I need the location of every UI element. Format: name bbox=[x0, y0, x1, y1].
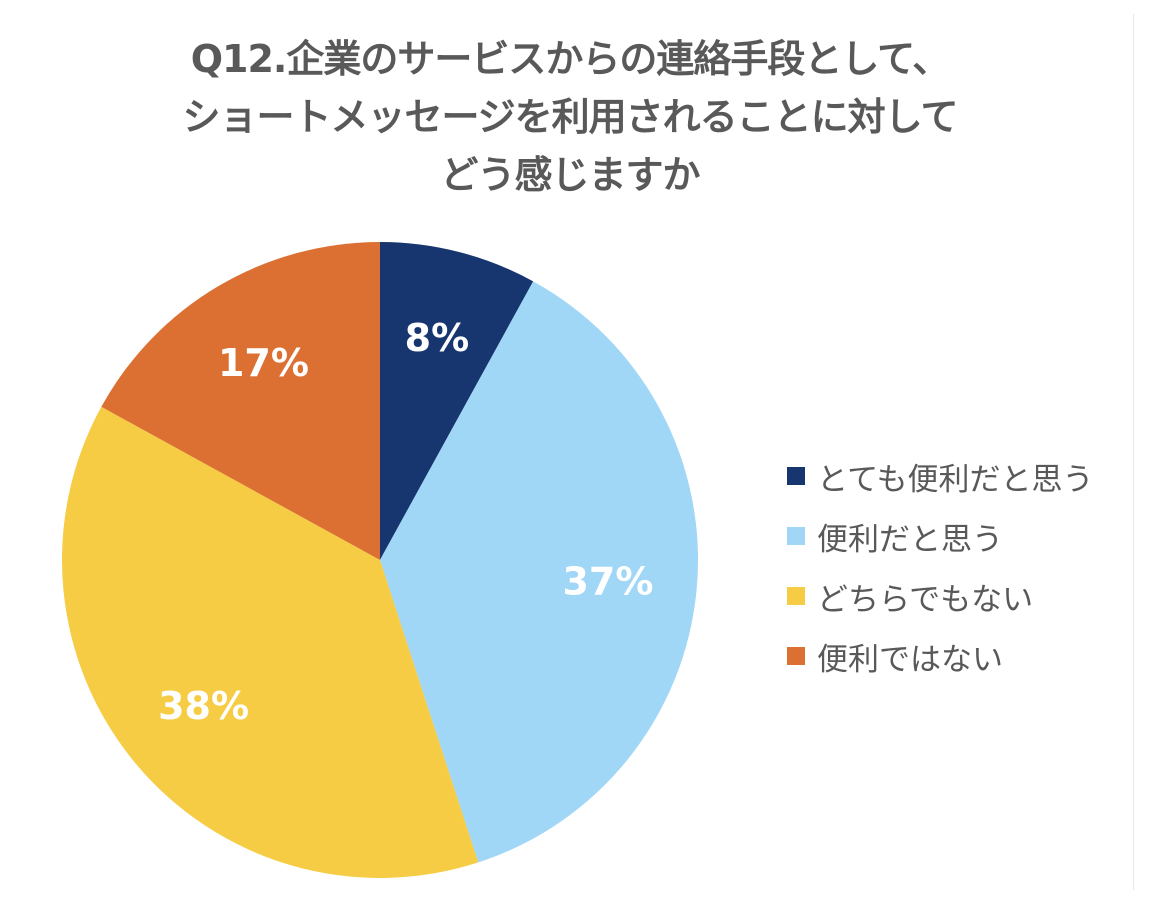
legend-swatch-very-convenient bbox=[787, 467, 805, 485]
legend: とても便利だと思う 便利だと思う どちらでもない 便利ではない bbox=[787, 446, 1094, 686]
chart-title-line-3: どう感じますか bbox=[440, 153, 700, 197]
chart-title: Q12.企業のサービスからの連絡手段として、 ショートメッセージを利用されること… bbox=[40, 30, 1100, 204]
legend-swatch-not-convenient bbox=[787, 647, 805, 665]
legend-label-very-convenient: とても便利だと思う bbox=[817, 461, 1094, 498]
chart-title-line-1: Q12.企業のサービスからの連絡手段として、 bbox=[190, 37, 951, 81]
legend-label-convenient: 便利だと思う bbox=[817, 521, 1003, 558]
legend-label-not-convenient: 便利ではない bbox=[817, 641, 1003, 678]
legend-item-convenient: 便利だと思う bbox=[787, 506, 1094, 566]
legend-swatch-convenient bbox=[787, 527, 805, 545]
pie-slice-neutral bbox=[61, 406, 479, 879]
pie-slice-very-convenient bbox=[380, 242, 534, 560]
pie-slice-not-convenient bbox=[101, 242, 380, 560]
chart-title-line-2: ショートメッセージを利用されることに対して bbox=[182, 95, 958, 139]
pie-slice-convenient bbox=[380, 281, 699, 863]
legend-item-very-convenient: とても便利だと思う bbox=[787, 446, 1094, 506]
chart-border bbox=[1133, 14, 1134, 890]
legend-item-not-convenient: 便利ではない bbox=[787, 626, 1094, 686]
legend-label-neutral: どちらでもない bbox=[817, 581, 1034, 618]
legend-swatch-neutral bbox=[787, 587, 805, 605]
data-label-very-convenient: 8% bbox=[405, 316, 470, 360]
data-label-neutral: 38% bbox=[158, 684, 249, 728]
data-label-convenient: 37% bbox=[562, 560, 653, 604]
legend-item-neutral: どちらでもない bbox=[787, 566, 1094, 626]
data-label-not-convenient: 17% bbox=[218, 341, 309, 385]
